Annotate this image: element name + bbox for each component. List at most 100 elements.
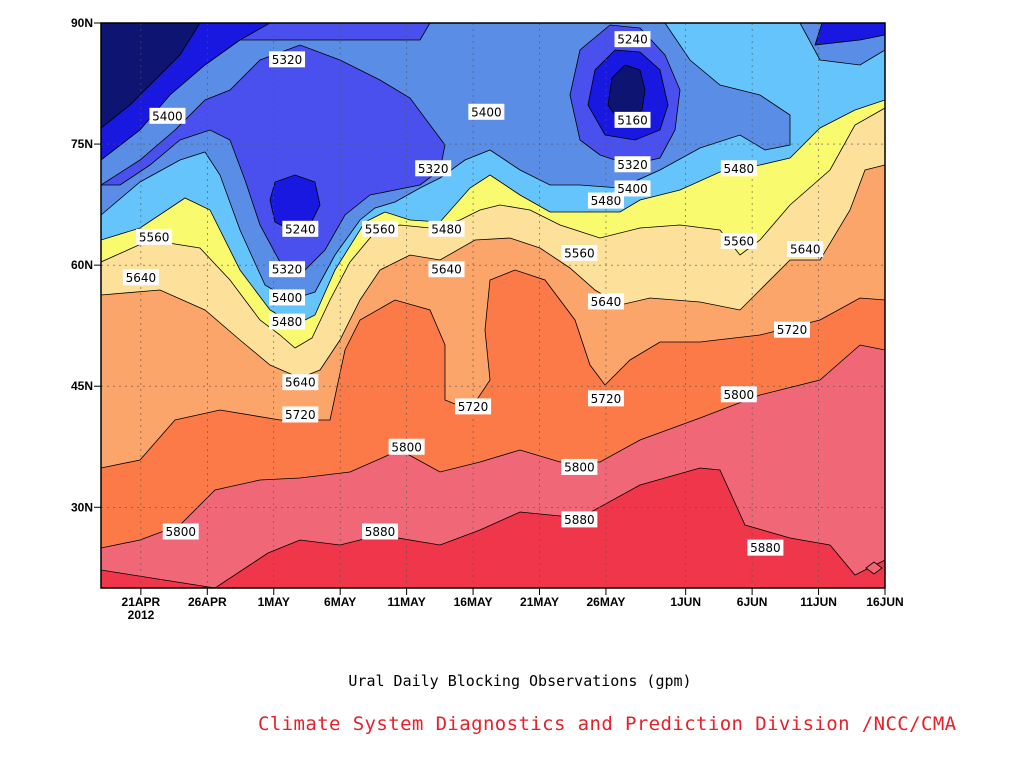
contour-label-text: 5560	[724, 234, 755, 248]
contour-label-text: 5240	[617, 33, 648, 47]
y-tick-label: 45N	[71, 379, 93, 393]
contour-label-box	[149, 107, 186, 124]
x-tick-label: 6MAY	[324, 595, 356, 609]
contour-label-text: 5160	[617, 113, 648, 127]
contour-label: 5480	[587, 192, 624, 209]
contour-label-box	[720, 386, 757, 403]
chart-title: Ural Daily Blocking Observations (gpm)	[348, 672, 692, 690]
contour-label: 5880	[747, 539, 784, 556]
contour-label: 5320	[269, 51, 306, 68]
contour-label-text: 5560	[139, 230, 170, 244]
x-tick-label: 26MAY	[586, 595, 625, 609]
contour-label: 5800	[388, 438, 425, 455]
contour-label-box	[614, 180, 651, 197]
contour-label: 5640	[587, 293, 624, 310]
contour-label-text: 5320	[272, 53, 303, 67]
contour-label-box	[269, 51, 306, 68]
contour-label-text: 5400	[152, 109, 183, 123]
contour-label-text: 5800	[391, 440, 422, 454]
contour-label-box	[587, 390, 624, 407]
contour-label-text: 5480	[724, 162, 755, 176]
contour-label: 5880	[561, 511, 598, 528]
contour-label-text: 5320	[272, 263, 303, 277]
contour-label-text: 5640	[431, 263, 462, 277]
x-tick-label: 1MAY	[258, 595, 290, 609]
plot-frame	[100, 22, 886, 589]
contour-label: 5560	[136, 228, 173, 245]
contour-label-box	[269, 313, 306, 330]
contour-label: 5640	[282, 374, 319, 391]
contour-label: 5320	[269, 261, 306, 278]
contour-label-box	[787, 241, 824, 257]
contour-label-text: 5400	[471, 105, 502, 119]
contour-label-box	[561, 511, 598, 528]
contour-label: 5400	[614, 180, 651, 197]
x-axis: 21APR 26APR 1MAY 6MAY 11MAY 16MAY 21MAY 26MAY 1J…	[122, 588, 904, 609]
x-tick-label: 16MAY	[454, 595, 493, 609]
contour-label-text: 5560	[564, 247, 595, 261]
x-tick-label: 16JUN	[866, 595, 903, 609]
contour-label: 5880	[362, 523, 399, 540]
contour-label: 5320	[614, 156, 651, 173]
contour-label: 5400	[149, 107, 186, 124]
contour-label-text: 5800	[165, 525, 196, 539]
contour-label-box	[428, 261, 465, 278]
contour-label-box	[269, 261, 306, 278]
contour-label-text: 5640	[790, 243, 821, 257]
contour-label: 5640	[787, 241, 824, 257]
contour-label-box	[455, 398, 492, 415]
contour-label-text: 5800	[564, 460, 595, 474]
contour-label-text: 5720	[777, 323, 808, 337]
contour-label-text: 5320	[418, 162, 449, 176]
contour-label-box	[415, 160, 452, 177]
contour-label-box	[282, 406, 319, 423]
x-tick-label: 21MAY	[520, 595, 559, 609]
contour-label-box	[747, 539, 784, 556]
contour-label-text: 5560	[365, 222, 396, 236]
contour-label-text: 5880	[750, 541, 781, 555]
contour-label-box	[614, 31, 651, 48]
contour-label: 5800	[720, 386, 757, 403]
x-tick-label: 6JUN	[737, 595, 768, 609]
contour-label: 5720	[282, 406, 319, 423]
contour-label-text: 5640	[285, 376, 316, 390]
contour-label-box	[122, 269, 159, 286]
contour-label: 5800	[561, 458, 598, 475]
contour-label-box	[561, 245, 598, 262]
contour-label: 5400	[269, 289, 306, 306]
contour-label-box	[362, 523, 399, 540]
x-tick-label: 1JUN	[670, 595, 701, 609]
contour-label-text: 5880	[365, 525, 396, 539]
contour-label: 5480	[428, 220, 465, 237]
contour-label: 5240	[614, 31, 651, 48]
y-tick-label: 30N	[71, 500, 93, 514]
contour-label-text: 5720	[285, 408, 316, 422]
contour-label: 5240	[282, 220, 319, 237]
contour-label: 5800	[162, 523, 199, 540]
contour-label-text: 5480	[431, 222, 462, 236]
contour-label-box	[162, 523, 199, 540]
y-tick-label: 60N	[71, 258, 93, 272]
contour-label-box	[269, 289, 306, 306]
contour-label-box	[614, 156, 651, 173]
contour-label-text: 5240	[285, 222, 316, 236]
contour-label: 5320	[415, 160, 452, 177]
contour-label-box	[720, 232, 757, 249]
contour-label-text: 5480	[591, 194, 622, 208]
contour-label-box	[468, 103, 505, 120]
contour-label-box	[587, 192, 624, 209]
y-tick-label: 90N	[71, 16, 93, 30]
contour-label: 5720	[773, 321, 810, 338]
band-5240-5320	[101, 23, 681, 271]
contour-label-text: 5400	[272, 291, 303, 305]
contour-label-box	[388, 438, 425, 455]
contour-label-text: 5720	[458, 400, 489, 414]
contour-label: 5560	[561, 245, 598, 262]
contour-label-text: 5400	[617, 182, 648, 196]
contour-label-box	[720, 160, 757, 177]
contour-label-text: 5480	[272, 315, 303, 329]
contour-label-text: 5720	[591, 392, 622, 406]
contour-label-box	[362, 220, 399, 237]
contour-label: 5560	[362, 220, 399, 237]
